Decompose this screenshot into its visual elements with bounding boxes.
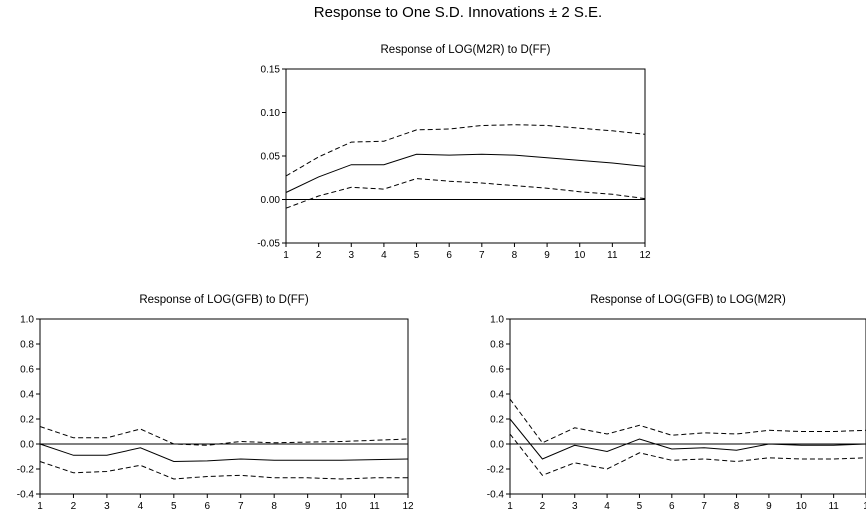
- x-tick-label: 3: [348, 250, 354, 261]
- y-tick-label: -0.05: [257, 239, 280, 250]
- x-tick-label: 10: [796, 501, 808, 510]
- x-tick-label: 2: [540, 501, 546, 510]
- chart-2: Response of LOG(GFB) to D(FF) -0.4 -0.2 0.0…: [17, 294, 414, 510]
- x-tick-label: 1: [283, 250, 289, 261]
- x-tick-label: 6: [446, 250, 452, 261]
- x-tick-label: 2: [71, 501, 77, 510]
- y-tick-label: 0.0: [490, 440, 504, 451]
- x-tick-label: 12: [639, 250, 651, 261]
- y-tick-label: 0.10: [261, 108, 281, 119]
- figure-title: Response to One S.D. Innovations ± 2 S.E…: [314, 4, 602, 21]
- x-tick-label: 9: [766, 501, 772, 510]
- y-tick-label: -0.2: [487, 465, 505, 476]
- x-tick-label: 1: [507, 501, 513, 510]
- x-tick-label: 7: [238, 501, 244, 510]
- plot-frame: [285, 68, 646, 244]
- x-tick-label: 11: [828, 501, 839, 510]
- chart-title: Response of LOG(GFB) to D(FF): [139, 294, 309, 306]
- response-line: [285, 153, 646, 193]
- x-tick-label: 6: [669, 501, 675, 510]
- y-tick-label: 0.6: [20, 365, 34, 376]
- x-tick-label: 10: [336, 501, 348, 510]
- y-tick-label: 0.8: [490, 340, 504, 351]
- x-tick-label: 1: [37, 501, 43, 510]
- x-tick-label: 3: [104, 501, 110, 510]
- y-tick-label: 0.8: [20, 340, 34, 351]
- lower-band-line: [509, 433, 866, 476]
- x-tick-label: 2: [316, 250, 322, 261]
- y-tick-label: 0.2: [490, 415, 504, 426]
- y-tick-label: 1.0: [490, 315, 504, 326]
- chart-title: Response of LOG(M2R) to D(FF): [381, 44, 551, 56]
- x-tick-label: 12: [402, 501, 414, 510]
- y-tick-label: 0.4: [490, 390, 504, 401]
- y-tick-label: -0.2: [17, 465, 35, 476]
- y-tick-label: 0.05: [261, 152, 281, 163]
- y-tick-label: 0.6: [490, 365, 504, 376]
- y-tick-label: 0.2: [20, 415, 34, 426]
- chart-3: Response of LOG(GFB) to LOG(M2R) -0.4 -0.2…: [487, 294, 866, 510]
- x-tick-label: 3: [572, 501, 578, 510]
- y-tick-label: 0.4: [20, 390, 34, 401]
- x-tick-label: 1: [863, 501, 866, 510]
- y-tick-label: -0.4: [487, 490, 505, 501]
- y-tick-label: 0.0: [20, 440, 34, 451]
- plot-frame: [39, 318, 409, 495]
- response-line: [509, 418, 866, 460]
- y-tick-label: 0.15: [261, 65, 281, 76]
- x-tick-label: 11: [607, 250, 618, 261]
- x-tick-label: 5: [171, 501, 177, 510]
- x-tick-label: 4: [604, 501, 610, 510]
- x-tick-label: 10: [574, 250, 586, 261]
- lower-band-line: [285, 178, 646, 209]
- x-tick-label: 6: [204, 501, 210, 510]
- lower-band-line: [39, 461, 408, 480]
- x-tick-label: 8: [734, 501, 740, 510]
- x-tick-label: 11: [369, 501, 380, 510]
- response-line: [39, 443, 409, 463]
- upper-band-line: [509, 398, 866, 444]
- x-tick-label: 4: [138, 501, 144, 510]
- chart-1: Response of LOG(M2R) to D(FF) -0.05 0.00 0.…: [257, 44, 651, 261]
- x-tick-label: 9: [544, 250, 550, 261]
- x-tick-label: 8: [512, 250, 518, 261]
- x-tick-label: 7: [479, 250, 485, 261]
- upper-band-line: [285, 124, 646, 177]
- x-tick-label: 9: [305, 501, 311, 510]
- y-tick-label: 0.00: [261, 195, 281, 206]
- chart-title: Response of LOG(GFB) to LOG(M2R): [590, 294, 786, 306]
- y-tick-label: -0.4: [17, 490, 35, 501]
- x-tick-label: 8: [271, 501, 277, 510]
- x-tick-label: 5: [414, 250, 420, 261]
- plot-frame: [509, 318, 866, 495]
- x-tick-label: 4: [381, 250, 387, 261]
- upper-band-line: [39, 426, 409, 446]
- x-tick-label: 5: [637, 501, 643, 510]
- y-tick-label: 1.0: [20, 315, 34, 326]
- x-tick-label: 7: [701, 501, 707, 510]
